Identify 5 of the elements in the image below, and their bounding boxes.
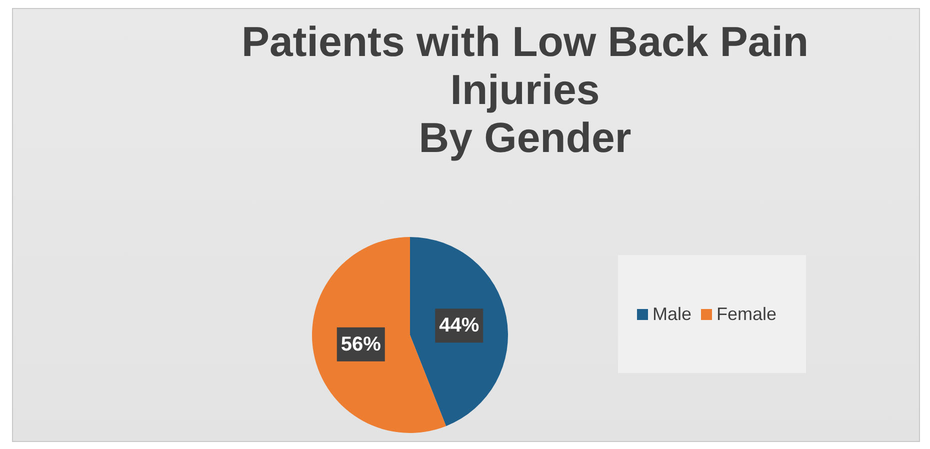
data-label: 44% xyxy=(439,314,480,337)
chart-title: Patients with Low Back Pain Injuries By Gender xyxy=(240,18,810,162)
legend-label: Male xyxy=(652,304,692,324)
data-label: 56% xyxy=(340,333,382,356)
legend-label: Female xyxy=(716,304,777,324)
